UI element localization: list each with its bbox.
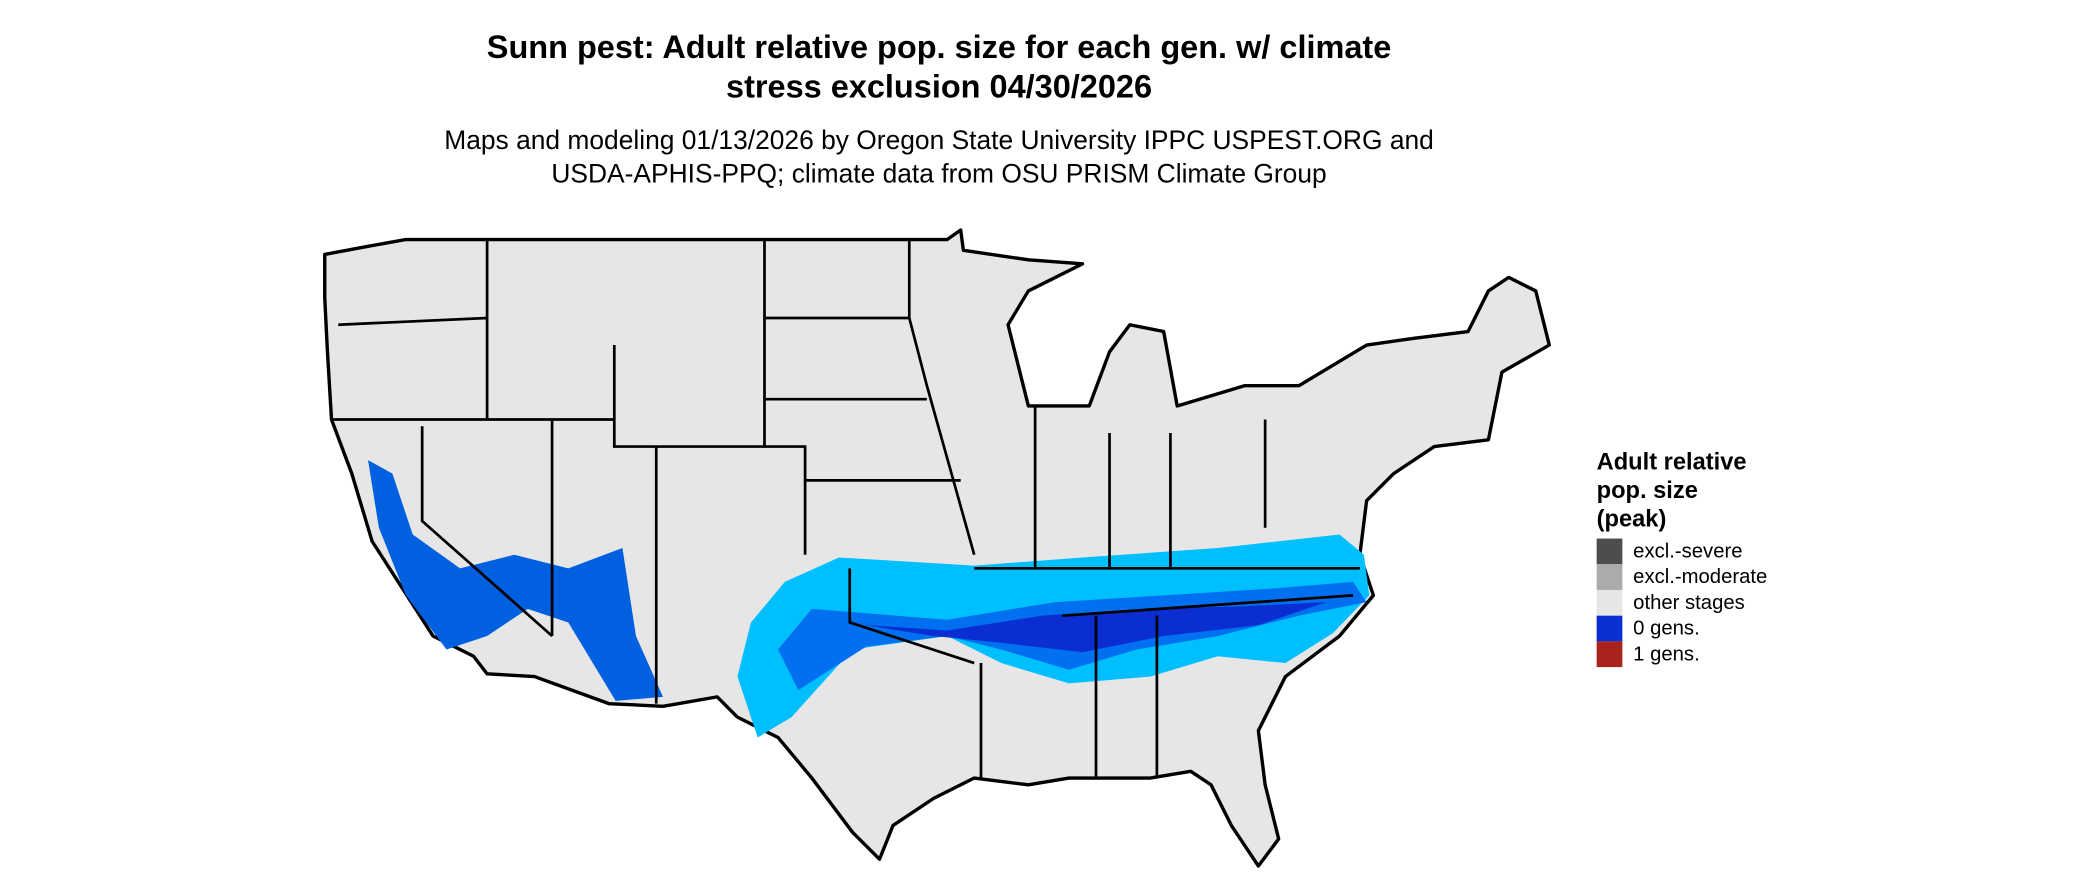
title-line: Sunn pest: Adult relative pop. size for …	[487, 29, 1392, 65]
legend-swatch	[1596, 538, 1623, 565]
legend-swatch	[1596, 641, 1623, 668]
legend-swatch	[1596, 615, 1623, 642]
legend-title: pop. size	[1597, 478, 1698, 504]
legend-swatch	[1596, 564, 1623, 590]
state-borders	[331, 239, 1360, 779]
legend-label: excl.-severe	[1633, 540, 1742, 562]
subtitle: Maps and modeling 01/13/2026 by Oregon S…	[444, 125, 1434, 189]
zone-west	[368, 460, 664, 701]
us-outline	[323, 228, 1551, 868]
legend-label: excl.-moderate	[1633, 566, 1767, 588]
legend-title: Adult relative	[1597, 450, 1747, 476]
border	[331, 239, 1360, 779]
legend-label: other stages	[1633, 592, 1745, 614]
subtitle-line: USDA-APHIS-PPQ; climate data from OSU PR…	[551, 159, 1326, 189]
legend-swatch	[1596, 589, 1623, 616]
title: Sunn pest: Adult relative pop. size for …	[487, 29, 1392, 104]
legend-label: 0 gens.	[1633, 618, 1700, 640]
us-map	[323, 228, 1551, 868]
subtitle-line: Maps and modeling 01/13/2026 by Oregon S…	[444, 125, 1434, 155]
legend-label: 1 gens.	[1633, 643, 1700, 665]
title-line: stress exclusion 04/30/2026	[726, 68, 1152, 104]
legend: Adult relative pop. size (peak) excl.-se…	[1596, 450, 1767, 668]
legend-title: (peak)	[1597, 506, 1667, 532]
